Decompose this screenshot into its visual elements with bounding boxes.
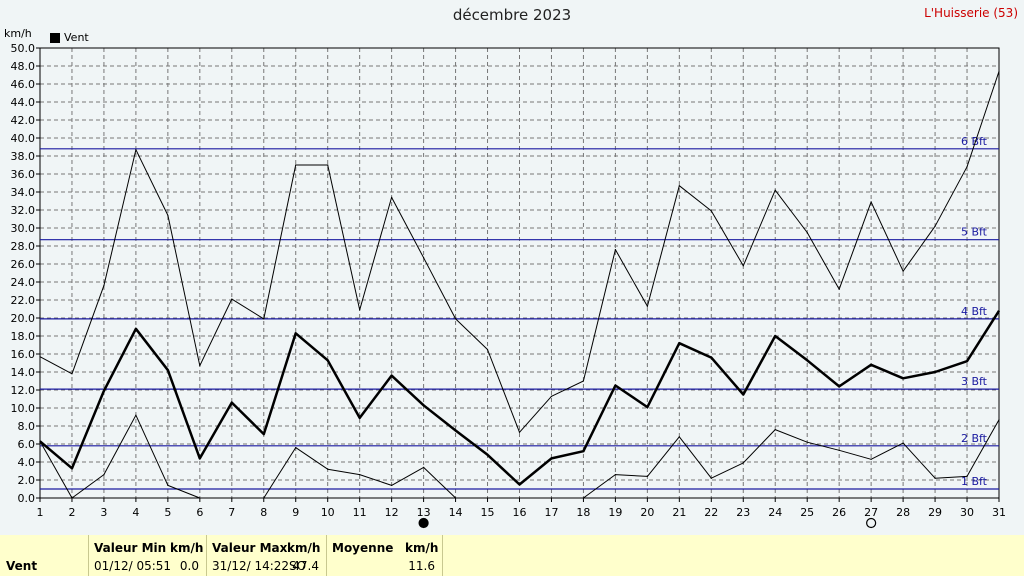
x-tick-label: 17	[544, 506, 558, 519]
y-tick-label: 28.0	[11, 240, 36, 253]
stats-max-unit: km/h	[287, 541, 321, 555]
y-tick-label: 2.0	[18, 474, 36, 487]
stats-min-header: Valeur Min	[94, 541, 167, 555]
beaufort-label: 3 Bft	[961, 375, 988, 388]
beaufort-label: 6 Bft	[961, 135, 988, 148]
x-tick-label: 9	[292, 506, 299, 519]
stats-max-value: 47.4	[292, 559, 319, 573]
stats-row-label: Vent	[6, 559, 38, 573]
y-tick-label: 40.0	[11, 132, 36, 145]
x-tick-label: 5	[164, 506, 171, 519]
x-tick-label: 30	[960, 506, 974, 519]
x-tick-label: 25	[800, 506, 814, 519]
x-tick-label: 20	[640, 506, 654, 519]
stats-avg-unit: km/h	[405, 541, 439, 555]
x-tick-label: 11	[353, 506, 367, 519]
series-line-max	[39, 71, 1000, 433]
x-tick-label: 1	[37, 506, 44, 519]
stats-max-when: 31/12/ 14:22SO	[212, 559, 307, 573]
x-tick-label: 13	[417, 506, 431, 519]
series-line-min	[583, 419, 1000, 499]
y-tick-label: 32.0	[11, 204, 36, 217]
x-tick-label: 3	[100, 506, 107, 519]
x-tick-label: 12	[385, 506, 399, 519]
y-tick-label: 18.0	[11, 330, 36, 343]
stats-panel: Vent Valeur Min km/h 01/12/ 05:51 0.0 Va…	[0, 535, 1024, 576]
x-tick-label: 27	[864, 506, 878, 519]
x-tick-label: 7	[228, 506, 235, 519]
x-tick-label: 16	[513, 506, 527, 519]
series-line-min	[263, 447, 456, 499]
beaufort-label: 2 Bft	[961, 432, 988, 445]
beaufort-label: 1 Bft	[961, 475, 988, 488]
y-tick-label: 4.0	[18, 456, 36, 469]
y-tick-label: 22.0	[11, 294, 36, 307]
stats-max-header: Valeur Max	[212, 541, 288, 555]
y-tick-label: 8.0	[18, 420, 36, 433]
y-tick-label: 6.0	[18, 438, 36, 451]
x-tick-label: 4	[132, 506, 139, 519]
legend-label: Vent	[64, 31, 89, 44]
x-tick-label: 8	[260, 506, 267, 519]
new-moon-icon	[418, 517, 429, 529]
station-name: L'Huisserie (53)	[924, 6, 1018, 20]
stats-min-when: 01/12/ 05:51	[94, 559, 172, 573]
y-tick-label: 48.0	[11, 60, 36, 73]
y-tick-label: 42.0	[11, 114, 36, 127]
x-tick-label: 18	[576, 506, 590, 519]
x-tick-label: 21	[672, 506, 686, 519]
y-tick-label: 14.0	[11, 366, 36, 379]
x-tick-label: 14	[449, 506, 463, 519]
x-tick-label: 19	[608, 506, 622, 519]
y-tick-label: 38.0	[11, 150, 36, 163]
stats-avg-cell: Moyenne km/h 11.6	[326, 535, 441, 576]
x-tick-label: 2	[68, 506, 75, 519]
x-tick-label: 15	[481, 506, 495, 519]
full-moon-icon	[866, 517, 877, 529]
x-tick-label: 23	[736, 506, 750, 519]
y-tick-label: 50.0	[11, 42, 36, 55]
x-tick-label: 24	[768, 506, 782, 519]
y-tick-label: 0.0	[18, 492, 36, 505]
y-tick-label: 26.0	[11, 258, 36, 271]
chart-title: décembre 2023	[452, 6, 572, 24]
y-tick-label: 46.0	[11, 78, 36, 91]
x-tick-label: 28	[896, 506, 910, 519]
stats-divider	[442, 535, 443, 576]
y-tick-label: 34.0	[11, 186, 36, 199]
stats-min-unit: km/h	[170, 541, 204, 555]
series-line-min	[39, 414, 200, 499]
series-line-mean	[39, 310, 1001, 486]
x-tick-label: 22	[704, 506, 718, 519]
y-tick-label: 44.0	[11, 96, 36, 109]
beaufort-label: 4 Bft	[961, 305, 988, 318]
stats-min-value: 0.0	[179, 559, 199, 573]
wind-chart: 0.0 2.0 4.0 6.0 8.0 10.0 12.0 14.0 16.0 18.0 20.0 2…	[11, 42, 1006, 529]
y-tick-label: 16.0	[11, 348, 36, 361]
y-tick-label: 12.0	[11, 384, 36, 397]
y-tick-label: 30.0	[11, 222, 36, 235]
y-tick-label: 20.0	[11, 312, 36, 325]
y-tick-label: 10.0	[11, 402, 36, 415]
stats-avg-header: Moyenne	[332, 541, 394, 555]
beaufort-label: 5 Bft	[961, 226, 988, 239]
y-tick-label: 24.0	[11, 276, 36, 289]
plot-frame	[39, 47, 1000, 499]
y-axis-unit: km/h	[4, 27, 32, 40]
x-tick-label: 31	[992, 506, 1006, 519]
x-tick-label: 6	[196, 506, 203, 519]
x-tick-label: 10	[321, 506, 335, 519]
stats-max-cell: Valeur Max km/h 31/12/ 14:22SO 47.4	[206, 535, 325, 576]
legend: Vent	[50, 31, 89, 44]
x-tick-label: 26	[832, 506, 846, 519]
stats-avg-value: 11.6	[408, 559, 435, 573]
x-tick-label: 29	[928, 506, 942, 519]
stats-min-cell: Valeur Min km/h 01/12/ 05:51 0.0	[88, 535, 205, 576]
legend-swatch	[50, 32, 60, 43]
y-tick-label: 36.0	[11, 168, 36, 181]
